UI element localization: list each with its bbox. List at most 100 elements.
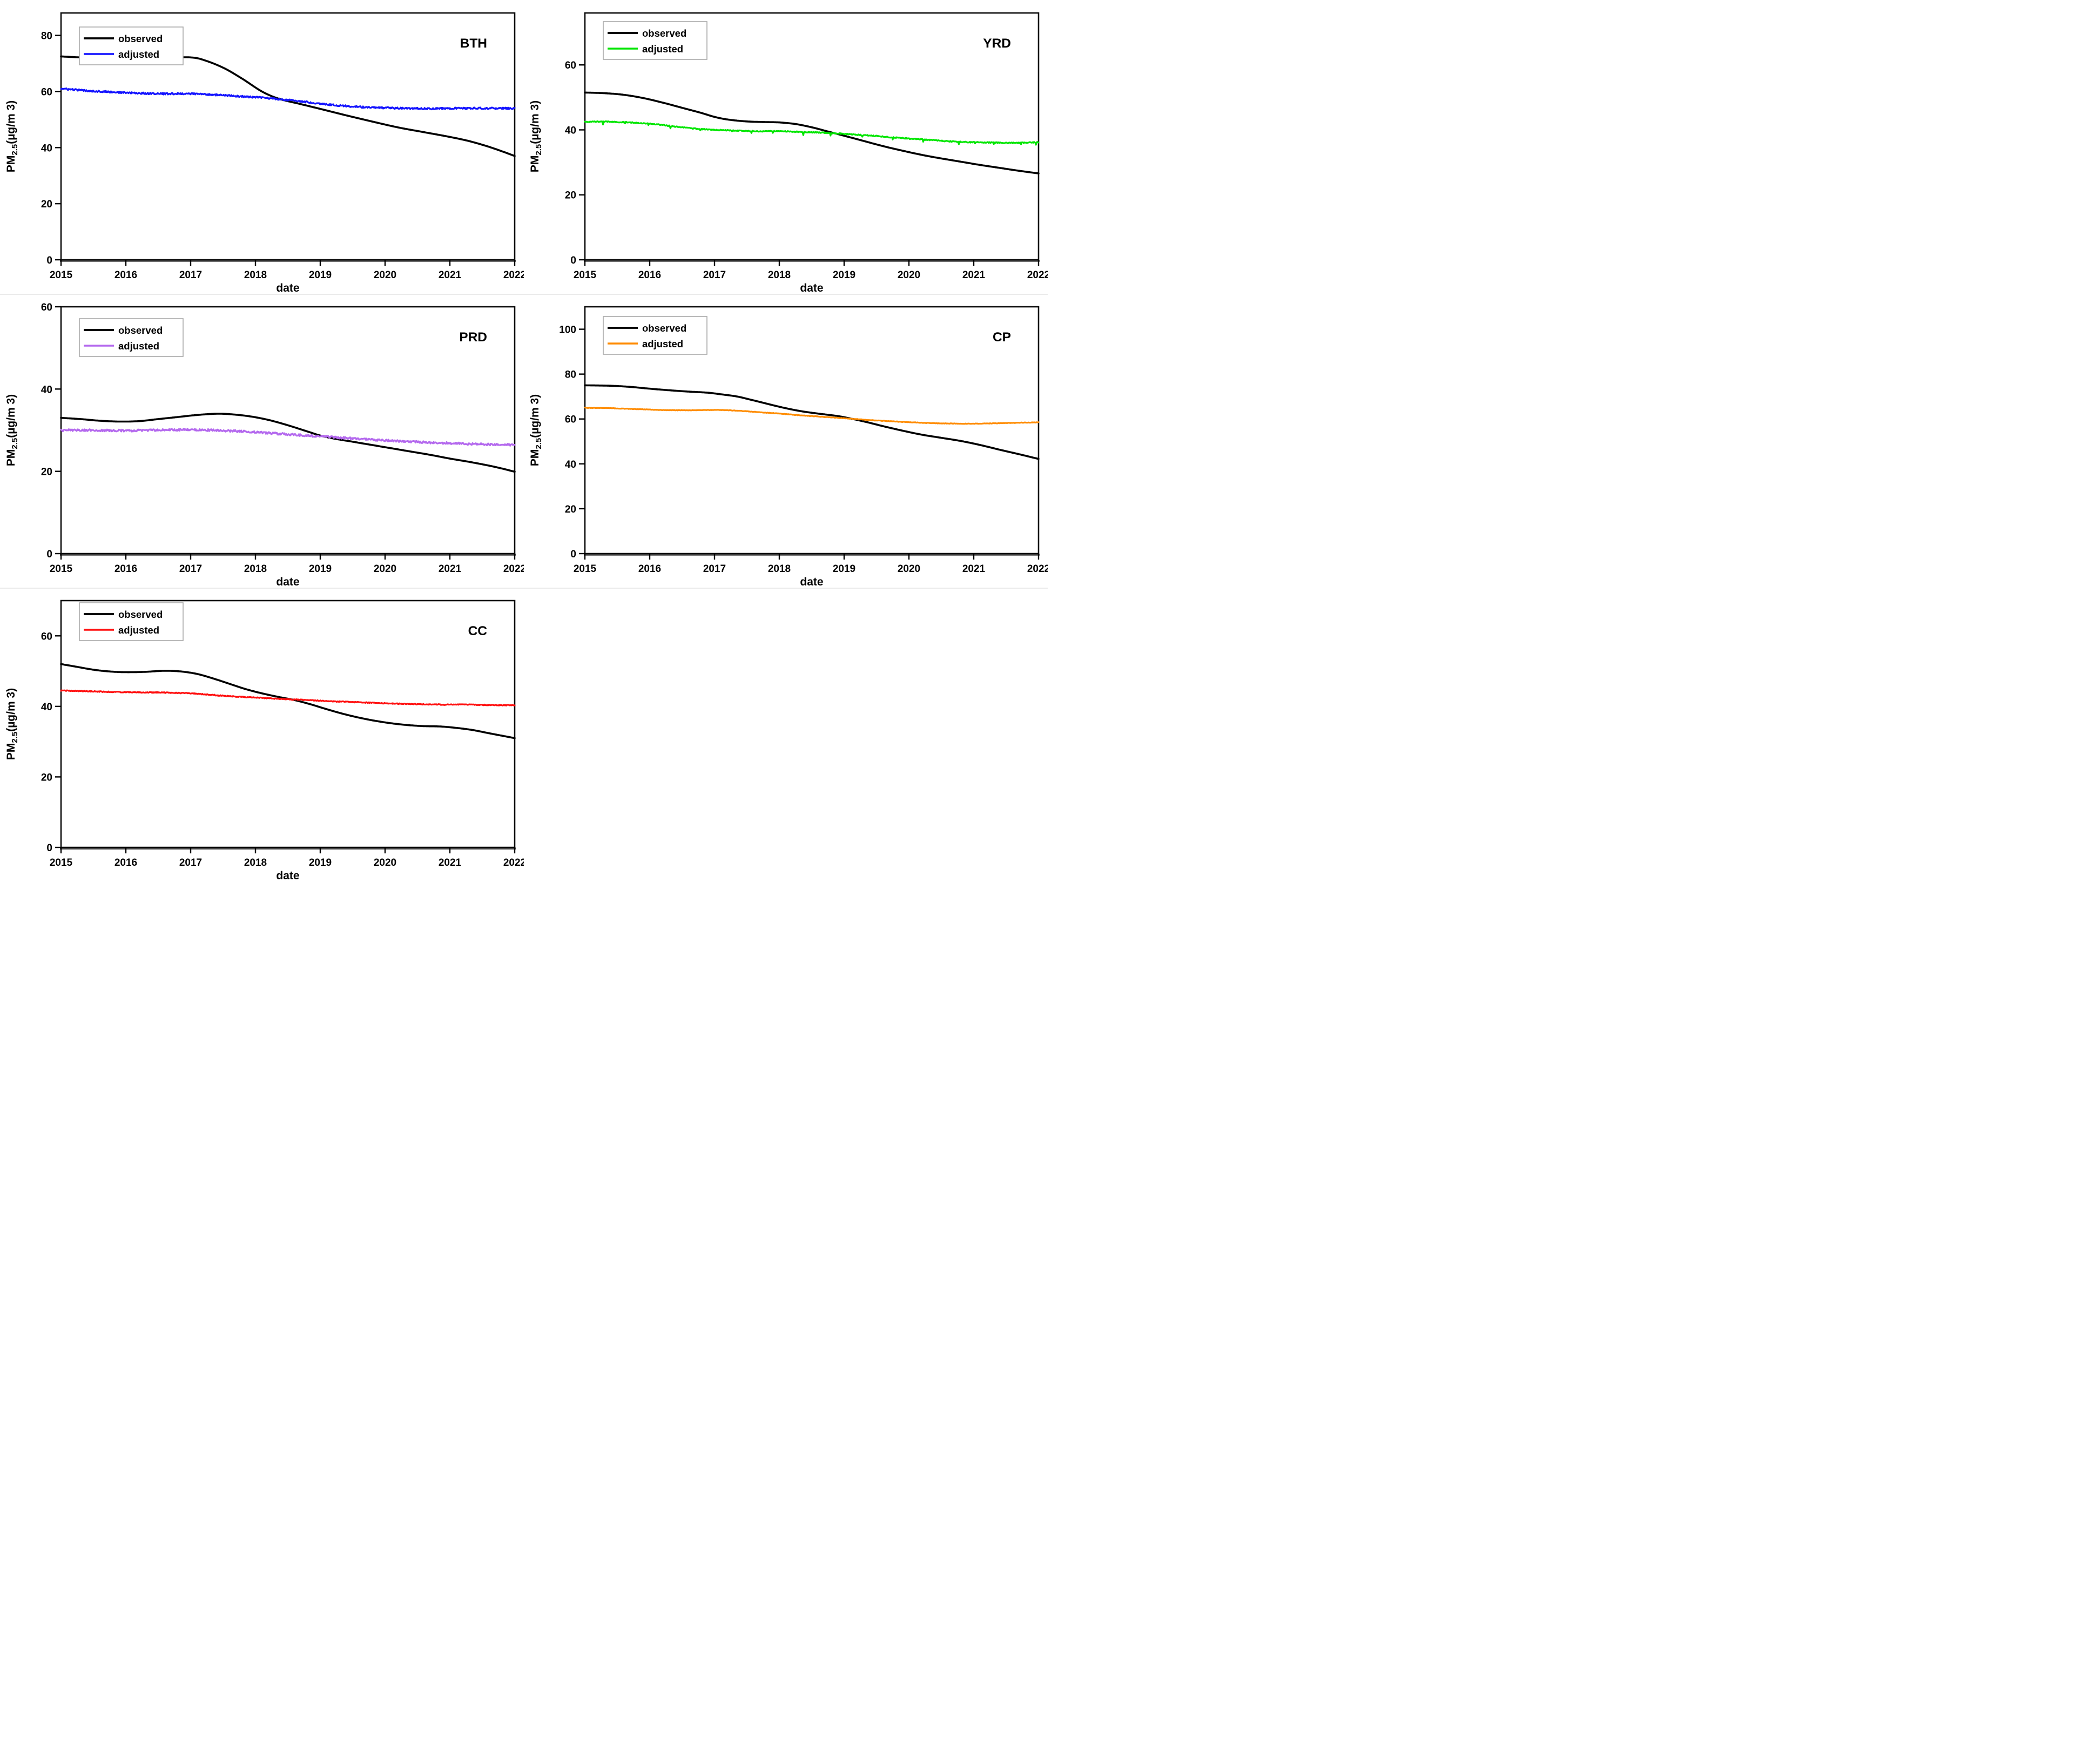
x-tick-label: 2021 [962, 563, 986, 575]
x-tick-label: 2019 [309, 857, 332, 868]
legend-box [79, 602, 184, 641]
y-tick-label: 80 [565, 369, 576, 381]
x-tick-label: 2020 [374, 563, 396, 575]
y-tick-label: 80 [41, 31, 52, 42]
y-axis-label: PM2.5(µg/m 3) [5, 100, 19, 172]
x-tick-label: 2018 [244, 857, 267, 868]
y-axis-label: PM2.5(µg/m 3) [529, 100, 543, 172]
legend-observed-label: observed [118, 609, 163, 620]
adjusted-line [60, 428, 516, 447]
x-tick-label: 2015 [50, 270, 73, 281]
region-title: CC [468, 624, 488, 638]
x-tick-label: 2016 [638, 270, 661, 281]
y-tick-label: 40 [565, 459, 576, 470]
x-tick-label: 2017 [179, 857, 202, 868]
y-tick-label: 60 [565, 414, 576, 426]
chart-bth: 2015 2016 2017 2018 2019 2020 2021 2022 0 20 40 60 8… [5, 12, 524, 294]
x-tick-label: 2015 [574, 563, 597, 575]
x-axis-label: date [800, 576, 823, 588]
chart-cp: 2015 2016 2017 2018 2019 2020 2021 2022 0 20 40 60 8… [529, 306, 1048, 588]
x-tick-label: 2018 [768, 270, 791, 281]
adjusted-line [60, 689, 516, 706]
x-tick-label: 2018 [768, 563, 791, 575]
y-tick-label: 20 [41, 199, 52, 210]
y-tick-label: 40 [565, 125, 576, 136]
plot-frame [60, 12, 516, 261]
legend-box [603, 21, 707, 60]
plot-frame [60, 600, 516, 849]
empty-panel [524, 588, 1048, 881]
y-tick-label: 100 [559, 325, 576, 336]
region-title: PRD [459, 330, 487, 345]
observed-line [60, 55, 516, 157]
x-tick-label: 2015 [574, 270, 597, 281]
panel-cc: 2015 2016 2017 2018 2019 2020 2021 2022 0 20 40 60 d… [0, 588, 524, 881]
x-tick-label: 2019 [833, 270, 855, 281]
x-tick-label: 2021 [439, 563, 462, 575]
y-tick-label: 0 [570, 549, 576, 560]
legend-adjusted-label: adjusted [642, 338, 683, 349]
x-tick-label: 2021 [439, 270, 462, 281]
adjusted-line [60, 87, 516, 111]
legend-adjusted-label: adjusted [118, 340, 159, 352]
y-tick-label: 40 [41, 384, 52, 395]
x-axis-label: date [276, 576, 299, 588]
legend-adjusted-label: adjusted [642, 43, 683, 55]
y-tick-label: 40 [41, 143, 52, 154]
legend-observed-label: observed [118, 325, 163, 336]
region-title: YRD [983, 36, 1011, 51]
legend-adjusted-label: adjusted [118, 49, 159, 60]
x-tick-label: 2022 [1027, 270, 1048, 281]
panel-prd: 2015 2016 2017 2018 2019 2020 2021 2022 0 20 40 60 d… [0, 294, 524, 588]
x-tick-label: 2020 [898, 270, 920, 281]
y-tick-label: 0 [46, 843, 52, 854]
adjusted-line [584, 120, 1040, 146]
x-tick-label: 2018 [244, 270, 267, 281]
x-tick-label: 2020 [374, 857, 396, 868]
x-tick-label: 2022 [503, 563, 524, 575]
y-tick-label: 20 [565, 190, 576, 201]
x-tick-label: 2019 [833, 563, 855, 575]
figure-grid: 2015 2016 2017 2018 2019 2020 2021 2022 0 20 40 60 8… [0, 0, 1048, 882]
chart-cc: 2015 2016 2017 2018 2019 2020 2021 2022 0 20 40 60 d… [5, 600, 524, 881]
y-tick-label: 40 [41, 702, 52, 713]
legend-adjusted-label: adjusted [118, 624, 159, 636]
plot-frame [584, 306, 1040, 555]
panel-cp: 2015 2016 2017 2018 2019 2020 2021 2022 0 20 40 60 8… [524, 294, 1048, 588]
chart-yrd: 2015 2016 2017 2018 2019 2020 2021 2022 0 20 40 60 d… [529, 12, 1048, 294]
x-tick-label: 2017 [703, 270, 726, 281]
x-tick-label: 2015 [50, 857, 73, 868]
y-tick-label: 20 [41, 467, 52, 478]
y-tick-label: 0 [46, 255, 52, 266]
x-tick-label: 2020 [374, 270, 396, 281]
x-tick-label: 2021 [439, 857, 462, 868]
y-tick-label: 60 [41, 631, 52, 642]
plot-frame [584, 12, 1040, 261]
y-tick-label: 0 [570, 255, 576, 266]
legend-observed-label: observed [118, 33, 163, 44]
x-tick-label: 2018 [244, 563, 267, 575]
y-tick-label: 60 [41, 86, 52, 98]
x-tick-label: 2016 [114, 270, 137, 281]
chart-prd: 2015 2016 2017 2018 2019 2020 2021 2022 0 20 40 60 d… [5, 302, 524, 588]
x-tick-label: 2017 [703, 563, 726, 575]
row-separator [0, 294, 1048, 295]
x-tick-label: 2021 [962, 270, 986, 281]
region-title: CP [993, 330, 1011, 345]
observed-line [60, 663, 516, 739]
x-tick-label: 2019 [309, 270, 332, 281]
x-tick-label: 2022 [503, 270, 524, 281]
legend-box [603, 316, 707, 355]
x-tick-label: 2019 [309, 563, 332, 575]
observed-line [60, 413, 516, 473]
x-axis-label: date [276, 870, 299, 881]
panel-yrd: 2015 2016 2017 2018 2019 2020 2021 2022 0 20 40 60 d… [524, 0, 1048, 294]
legend-observed-label: observed [642, 322, 686, 334]
legend-box [79, 318, 184, 357]
x-tick-label: 2022 [503, 857, 524, 868]
observed-line [584, 384, 1040, 460]
x-tick-label: 2016 [114, 857, 137, 868]
region-title: BTH [460, 36, 487, 51]
y-axis-label: PM2.5(µg/m 3) [5, 394, 19, 466]
row-separator [0, 588, 1048, 589]
